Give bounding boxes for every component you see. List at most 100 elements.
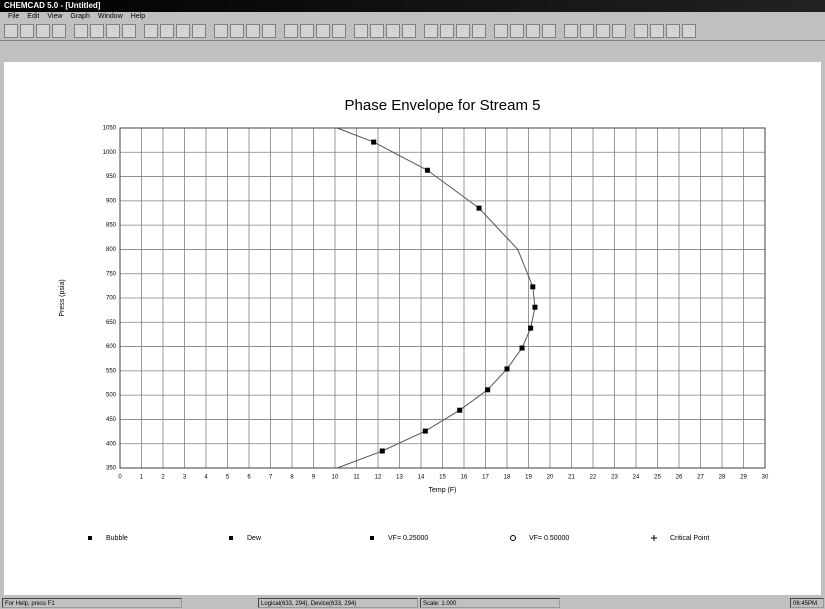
x-tick-label: 14 [418, 475, 425, 481]
x-tick-label: 1 [140, 475, 144, 481]
toolbar-button[interactable] [284, 24, 298, 38]
y-tick-label: 400 [106, 441, 117, 447]
data-point [371, 140, 376, 145]
data-point [532, 305, 537, 310]
toolbar-button[interactable] [122, 24, 136, 38]
toolbar-button[interactable] [262, 24, 276, 38]
x-tick-label: 5 [226, 475, 230, 481]
toolbar-button[interactable] [106, 24, 120, 38]
toolbar-button[interactable] [144, 24, 158, 38]
y-axis-label: Press (psia) [59, 279, 66, 316]
menu-item[interactable]: Graph [70, 13, 89, 20]
data-point [528, 326, 533, 331]
toolbar-button[interactable] [246, 24, 260, 38]
toolbar-button[interactable] [440, 24, 454, 38]
toolbar-button[interactable] [542, 24, 556, 38]
menu-item[interactable]: Window [98, 13, 123, 20]
x-axis-label: Temp (F) [429, 487, 457, 494]
toolbar-button[interactable] [472, 24, 486, 38]
toolbar-button[interactable] [612, 24, 626, 38]
legend-label: VF= 0.50000 [529, 535, 569, 542]
toolbar-button[interactable] [666, 24, 680, 38]
x-tick-label: 13 [396, 475, 403, 481]
toolbar-button[interactable] [456, 24, 470, 38]
x-tick-label: 18 [504, 475, 511, 481]
toolbar-button[interactable] [386, 24, 400, 38]
toolbar-button[interactable] [332, 24, 346, 38]
x-tick-label: 16 [461, 475, 468, 481]
x-tick-label: 30 [762, 475, 769, 481]
legend-marker [651, 535, 657, 541]
toolbar-button[interactable] [36, 24, 50, 38]
toolbar-button[interactable] [214, 24, 228, 38]
x-tick-label: 28 [719, 475, 726, 481]
toolbar-button[interactable] [192, 24, 206, 38]
data-point [477, 206, 482, 211]
x-tick-label: 19 [525, 475, 532, 481]
toolbar-button[interactable] [370, 24, 384, 38]
toolbar-button[interactable] [52, 24, 66, 38]
x-tick-label: 26 [676, 475, 683, 481]
status-pane: For Help, press F1 [2, 598, 182, 608]
x-tick-label: 22 [590, 475, 597, 481]
x-tick-label: 21 [568, 475, 575, 481]
y-tick-label: 450 [106, 417, 117, 423]
toolbar-button[interactable] [682, 24, 696, 38]
y-tick-label: 650 [106, 320, 117, 326]
toolbar-button[interactable] [650, 24, 664, 38]
menu-item[interactable]: File [8, 13, 19, 20]
x-tick-label: 9 [312, 475, 316, 481]
y-tick-label: 700 [106, 296, 117, 302]
x-tick-label: 7 [269, 475, 273, 481]
toolbar-button[interactable] [4, 24, 18, 38]
legend-marker [511, 536, 516, 541]
toolbar-button[interactable] [90, 24, 104, 38]
y-tick-label: 800 [106, 247, 117, 253]
x-tick-label: 25 [654, 475, 661, 481]
toolbar-button[interactable] [402, 24, 416, 38]
x-tick-label: 2 [161, 475, 165, 481]
app-window: CHEMCAD 5.0 - [Untitled] File Edit View Gra… [0, 0, 825, 609]
y-tick-label: 1050 [103, 126, 117, 132]
legend-label: Bubble [106, 535, 128, 542]
y-tick-label: 900 [106, 198, 117, 204]
toolbar-button[interactable] [160, 24, 174, 38]
title-bar: CHEMCAD 5.0 - [Untitled] [0, 0, 825, 12]
toolbar-button[interactable] [354, 24, 368, 38]
toolbar-button[interactable] [74, 24, 88, 38]
y-tick-label: 850 [106, 223, 117, 229]
toolbar-button[interactable] [580, 24, 594, 38]
legend-label: Dew [247, 535, 262, 542]
status-pane: 06:45PM [790, 598, 824, 608]
toolbar-button[interactable] [494, 24, 508, 38]
y-tick-label: 600 [106, 344, 117, 350]
menu-item[interactable]: Edit [27, 13, 39, 20]
y-tick-label: 950 [106, 174, 117, 180]
menu-item[interactable]: Help [131, 13, 145, 20]
toolbar-button[interactable] [510, 24, 524, 38]
chart-title: Phase Envelope for Stream 5 [345, 97, 541, 114]
legend-marker [370, 536, 374, 540]
toolbar-button[interactable] [20, 24, 34, 38]
x-tick-label: 29 [740, 475, 747, 481]
toolbar-button[interactable] [596, 24, 610, 38]
legend-marker [229, 536, 233, 540]
toolbar-button[interactable] [424, 24, 438, 38]
toolbar-button[interactable] [230, 24, 244, 38]
toolbar-button[interactable] [564, 24, 578, 38]
x-tick-label: 23 [611, 475, 618, 481]
x-tick-label: 11 [353, 475, 360, 481]
toolbar-button[interactable] [526, 24, 540, 38]
legend-label: VF= 0.25000 [388, 535, 428, 542]
x-tick-label: 4 [204, 475, 208, 481]
status-pane: Logical(633, 294), Device(633, 294) [258, 598, 418, 608]
data-point [505, 366, 510, 371]
menu-bar: File Edit View Graph Window Help [0, 12, 825, 22]
toolbar-button[interactable] [634, 24, 648, 38]
y-tick-label: 750 [106, 271, 117, 277]
menu-item[interactable]: View [47, 13, 62, 20]
toolbar-button[interactable] [176, 24, 190, 38]
toolbar-button[interactable] [300, 24, 314, 38]
toolbar-button[interactable] [316, 24, 330, 38]
